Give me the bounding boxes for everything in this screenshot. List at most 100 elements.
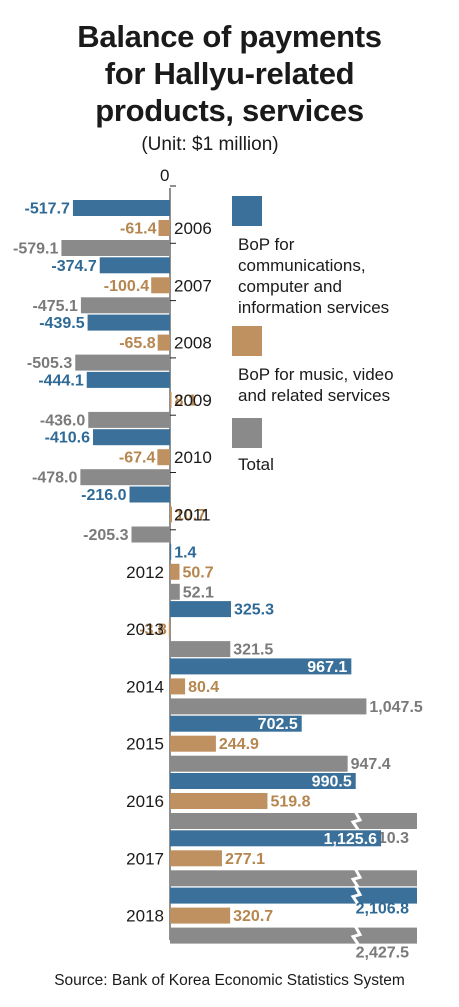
legend-comm-line-3: computer and	[238, 277, 342, 296]
chart-title: Balance of payments for Hallyu-related p…	[0, 18, 459, 129]
bar-comm-2011	[129, 486, 170, 503]
value-label-comm-2006: -517.7	[25, 201, 70, 218]
bar-total-2009	[88, 411, 170, 428]
title-line-2: for Hallyu-related	[104, 56, 355, 91]
value-label-music-2016: 519.8	[270, 794, 310, 811]
year-label-2006: 2006	[174, 219, 212, 238]
bar-total-2015	[170, 755, 348, 772]
value-label-comm-2013: 325.3	[234, 602, 274, 619]
value-label-music-2006: -61.4	[120, 221, 157, 238]
bar-total-2017	[170, 870, 417, 887]
source-note: Source: Bank of Korea Economic Statistic…	[54, 972, 405, 989]
bar-comm-2009	[86, 371, 170, 388]
value-label-music-2010: -67.4	[119, 450, 156, 467]
year-label-2016: 2016	[126, 792, 164, 811]
legend-comm-line-2: communications,	[238, 256, 366, 275]
bar-music-2016	[170, 793, 268, 809]
title-line-1: Balance of payments	[77, 19, 382, 54]
bar-comm-2008	[87, 314, 170, 331]
bar-total-2007	[80, 297, 170, 314]
bar-total-2014	[170, 698, 367, 715]
value-label-comm-2010: -410.6	[45, 430, 90, 447]
value-label-total-2013: 321.5	[233, 642, 273, 659]
title-line-3: products, services	[95, 93, 364, 128]
bar-music-2013	[168, 621, 170, 638]
value-label-comm-2009: -444.1	[38, 372, 83, 389]
bar-comm-2014	[170, 658, 352, 675]
value-label-music-2008: -65.8	[119, 335, 156, 352]
bar-music-2008	[157, 334, 170, 351]
year-label-2017: 2017	[126, 849, 164, 868]
bar-music-2007	[151, 277, 170, 294]
value-label-total-2015: 947.4	[351, 756, 391, 773]
value-label-comm-2015: 702.5	[258, 716, 298, 733]
legend-total-line-1: Total	[238, 455, 274, 474]
year-label-2012: 2012	[126, 563, 164, 582]
legend-comm-line-1: BoP for	[238, 235, 295, 254]
value-label-total-2007: -475.1	[33, 298, 78, 315]
bar-music-2010	[157, 449, 170, 466]
year-label-2009: 2009	[174, 391, 212, 410]
scale-break-comm-2018	[350, 884, 363, 907]
scale-break-total-2016	[350, 810, 363, 832]
value-label-music-2018: 320.7	[233, 908, 273, 925]
value-label-comm-2012: 1.4	[174, 544, 196, 561]
value-label-music-2013: -3.8	[139, 622, 167, 639]
bar-music-2018	[170, 907, 231, 924]
scale-break-total-2017	[350, 867, 363, 890]
bar-total-2011	[131, 526, 170, 543]
value-label-comm-2014: 967.1	[307, 659, 347, 676]
value-label-total-2009: -436.0	[40, 412, 85, 429]
value-label-comm-2016: 990.5	[312, 774, 352, 791]
value-label-music-2011: 10.7	[175, 507, 206, 524]
year-label-2018: 2018	[126, 907, 164, 926]
value-label-music-2009: 8.1	[175, 392, 197, 409]
legend-swatch-total	[232, 418, 262, 448]
value-label-comm-2008: -439.5	[39, 315, 84, 332]
value-label-comm-2011: -216.0	[81, 487, 126, 504]
year-label-2011: 2011	[174, 506, 211, 525]
value-label-total-2011: -205.3	[83, 527, 128, 544]
bar-comm-2007	[99, 257, 170, 274]
bar-music-2011	[170, 506, 173, 523]
bar-music-2015	[170, 735, 216, 752]
value-label-music-2007: -100.4	[104, 278, 149, 295]
bar-music-2017	[170, 850, 222, 867]
value-label-total-2018: 2,427.5	[356, 945, 409, 962]
zero-axis-label: 0	[160, 166, 170, 185]
bar-total-2016	[170, 813, 417, 829]
value-label-music-2015: 244.9	[219, 736, 259, 753]
year-label-2015: 2015	[126, 735, 164, 754]
bar-total-2012	[170, 583, 180, 600]
bar-music-2009	[170, 391, 172, 408]
year-label-2014: 2014	[126, 677, 164, 696]
year-label-2007: 2007	[174, 276, 212, 295]
bar-comm-2017	[170, 830, 382, 847]
value-label-music-2017: 277.1	[225, 851, 265, 868]
bar-comm-2013	[170, 601, 231, 618]
year-label-2010: 2010	[174, 448, 212, 467]
bar-comm-2006	[72, 200, 170, 216]
legend-swatch-comm	[232, 196, 262, 226]
value-label-comm-2018: 2,106.8	[356, 901, 409, 918]
bar-total-2006	[61, 240, 171, 256]
value-label-music-2012: 50.7	[183, 564, 214, 581]
legend-comm-line-4: information services	[238, 298, 390, 317]
value-label-comm-2007: -374.7	[51, 258, 96, 275]
bar-music-2012	[170, 563, 180, 580]
bar-music-2006	[158, 220, 170, 236]
value-label-total-2006: -579.1	[13, 241, 58, 258]
legend-music-line-1: BoP for music, video	[238, 365, 394, 384]
legend-music-line-2: and related services	[238, 386, 391, 405]
year-label-2013: 2013	[126, 620, 164, 639]
legend-label-total: Total	[238, 454, 453, 475]
bar-music-2014	[170, 678, 186, 695]
value-label-total-2014: 1,047.5	[369, 699, 422, 716]
bar-comm-2012	[170, 543, 172, 560]
bar-total-2010	[80, 469, 170, 486]
bar-total-2008	[75, 354, 170, 371]
bar-comm-2010	[93, 429, 170, 446]
unit-label: (Unit: $1 million)	[141, 134, 279, 155]
bar-total-2018	[170, 927, 417, 944]
